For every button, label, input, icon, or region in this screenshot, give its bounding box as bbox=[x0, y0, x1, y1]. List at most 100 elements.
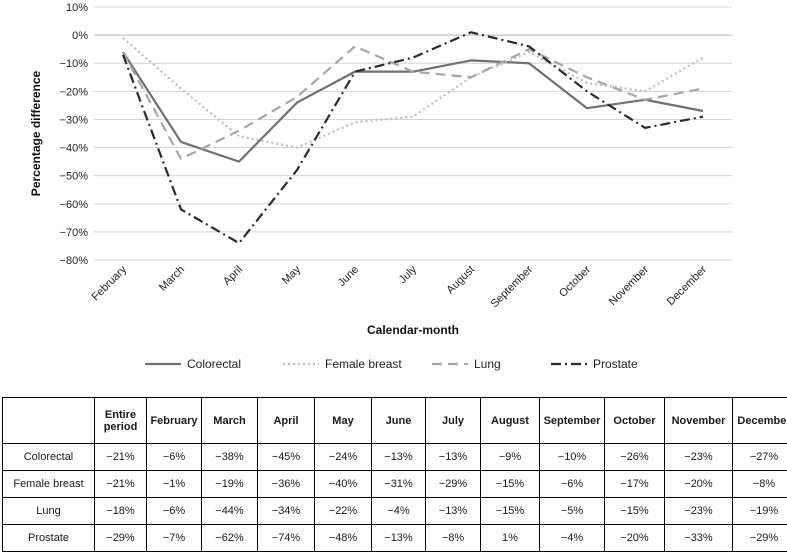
table-header-cell: September bbox=[539, 397, 605, 444]
x-tick-label: November bbox=[607, 263, 652, 308]
legend-label: Prostate bbox=[593, 357, 638, 371]
x-tick-label: August bbox=[444, 264, 477, 297]
table-cell: −44% bbox=[201, 497, 258, 525]
table-cell: −29% bbox=[94, 524, 147, 552]
y-tick-label: −20% bbox=[60, 86, 89, 98]
table-cell: −40% bbox=[314, 470, 372, 498]
table-cell: −6% bbox=[146, 443, 202, 471]
series-line-prostate bbox=[121, 31, 704, 245]
table-cell: −6% bbox=[539, 470, 605, 498]
table-header-cell: May bbox=[314, 397, 372, 444]
y-tick-label: 10% bbox=[66, 2, 88, 14]
x-tick-label: February bbox=[90, 263, 130, 303]
row-label: Female breast bbox=[2, 470, 95, 498]
legend-label: Lung bbox=[474, 357, 501, 371]
row-label: Prostate bbox=[2, 524, 95, 552]
table-cell: −48% bbox=[314, 524, 372, 552]
x-axis-title: Calendar-month bbox=[367, 323, 459, 337]
y-tick-label: −40% bbox=[60, 143, 89, 155]
row-label: Lung bbox=[2, 497, 95, 525]
series-line-lung bbox=[122, 45, 704, 160]
table-cell: −27% bbox=[732, 443, 787, 471]
row-label: Colorectal bbox=[2, 443, 95, 471]
table-cell: 1% bbox=[480, 524, 540, 552]
table-row: Prostate −29% −7% −62% −74% −48% −13% −8% 1% −4% −… bbox=[2, 524, 787, 552]
y-tick-label: −70% bbox=[60, 227, 89, 239]
table-header-cell: August bbox=[480, 397, 540, 444]
table-cell: −13% bbox=[371, 524, 426, 552]
table-cell: −13% bbox=[425, 443, 481, 471]
table-cell: −31% bbox=[371, 470, 426, 498]
table-cell: −15% bbox=[604, 497, 665, 525]
table-header-cell: Entire period bbox=[94, 397, 147, 444]
table-cell: −62% bbox=[201, 524, 258, 552]
table-cell: −21% bbox=[94, 443, 147, 471]
series-line-female-breast bbox=[122, 37, 704, 149]
table-cell: −15% bbox=[480, 470, 540, 498]
table-row: Lung −18% −6% −44% −34% −22% −4% −13% −15% −5% −15… bbox=[2, 497, 787, 525]
table-cell: −24% bbox=[314, 443, 372, 471]
x-tick-label: September bbox=[489, 263, 536, 310]
table-cell: −9% bbox=[480, 443, 540, 471]
table-cell: −8% bbox=[732, 470, 787, 498]
y-tick-label: 0% bbox=[72, 30, 88, 42]
data-table: Entire period February March April May June Ju… bbox=[2, 397, 787, 552]
y-axis-title: Percentage difference bbox=[29, 70, 43, 196]
table-header-cell: June bbox=[371, 397, 426, 444]
table-header-cell: July bbox=[425, 397, 481, 444]
y-tick-label: −60% bbox=[60, 199, 89, 211]
table-cell: −36% bbox=[257, 470, 315, 498]
table-cell: −5% bbox=[539, 497, 605, 525]
x-tick-label: June bbox=[336, 264, 361, 289]
table-header-cell bbox=[2, 397, 95, 444]
table-cell: −19% bbox=[201, 470, 258, 498]
table-cell: −21% bbox=[94, 470, 147, 498]
table-cell: −13% bbox=[371, 443, 426, 471]
table-header-cell: December bbox=[732, 397, 787, 444]
table-cell: −23% bbox=[664, 443, 733, 471]
table-header-cell: April bbox=[257, 397, 315, 444]
legend-label: Colorectal bbox=[187, 357, 241, 371]
table-cell: −45% bbox=[257, 443, 315, 471]
x-tick-label: December bbox=[665, 263, 710, 308]
table-cell: −34% bbox=[257, 497, 315, 525]
table-header-cell: October bbox=[604, 397, 665, 444]
table-cell: −13% bbox=[425, 497, 481, 525]
table-cell: −29% bbox=[732, 524, 787, 552]
table-header-cell: March bbox=[201, 397, 258, 444]
table-cell: −26% bbox=[604, 443, 665, 471]
table-cell: −18% bbox=[94, 497, 147, 525]
table-cell: −17% bbox=[604, 470, 665, 498]
x-tick-label: July bbox=[397, 263, 420, 286]
y-tick-label: −50% bbox=[60, 171, 89, 183]
table-cell: −23% bbox=[664, 497, 733, 525]
table-header-row: Entire period February March April May June Ju… bbox=[2, 397, 787, 444]
y-tick-label: −80% bbox=[60, 255, 89, 267]
table-cell: −19% bbox=[732, 497, 787, 525]
legend-label: Female breast bbox=[325, 357, 402, 371]
table-cell: −22% bbox=[314, 497, 372, 525]
table-cell: −7% bbox=[146, 524, 202, 552]
table-cell: −8% bbox=[425, 524, 481, 552]
x-tick-label: May bbox=[280, 263, 304, 287]
table-cell: −15% bbox=[480, 497, 540, 525]
table-row: Female breast −21% −1% −19% −36% −40% −31% −29%… bbox=[2, 470, 787, 498]
table-row: Colorectal −21% −6% −38% −45% −24% −13% −13% −9%… bbox=[2, 443, 787, 471]
x-tick-label: October bbox=[557, 263, 593, 299]
table-header-cell: November bbox=[664, 397, 733, 444]
table-cell: −29% bbox=[425, 470, 481, 498]
table-cell: −1% bbox=[146, 470, 202, 498]
table-cell: −38% bbox=[201, 443, 258, 471]
table-cell: −6% bbox=[146, 497, 202, 525]
x-tick-label: March bbox=[157, 264, 187, 294]
table-header-cell: February bbox=[146, 397, 202, 444]
table-cell: −74% bbox=[257, 524, 315, 552]
y-tick-label: −30% bbox=[60, 114, 89, 126]
table-cell: −10% bbox=[539, 443, 605, 471]
table-cell: −4% bbox=[371, 497, 426, 525]
table-cell: −4% bbox=[539, 524, 605, 552]
line-chart: 10% 0% −10% −20% −30% −40% −50% −60% −70% −80%Feb… bbox=[29, 2, 732, 371]
x-tick-label: April bbox=[221, 264, 245, 288]
table-cell: −20% bbox=[604, 524, 665, 552]
y-tick-label: −10% bbox=[60, 58, 89, 70]
